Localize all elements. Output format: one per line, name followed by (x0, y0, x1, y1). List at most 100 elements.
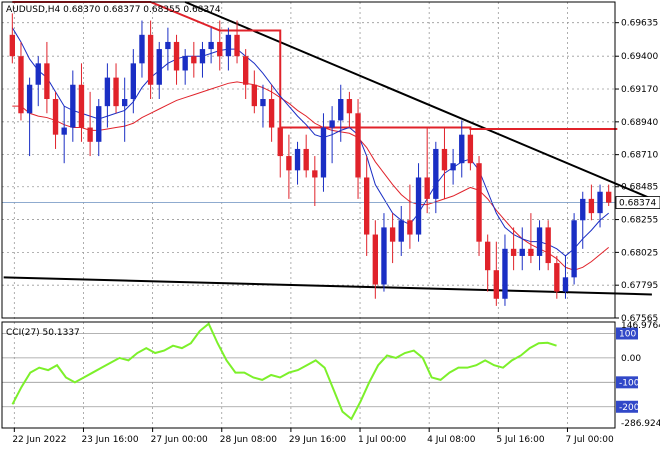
candle (251, 70, 258, 114)
candle (476, 156, 482, 256)
candle-body (165, 41, 171, 50)
candle-body (588, 198, 595, 214)
current-price-box (615, 196, 660, 209)
main-panel-lines (2, 1, 653, 296)
cci-level-label: 100 (619, 329, 636, 339)
candle (294, 141, 301, 185)
candle (372, 220, 379, 299)
candle (554, 255, 560, 299)
x-tick-label: 23 Jun 16:00 (81, 435, 138, 445)
candle-body (597, 191, 603, 214)
y-tick-label: 0.69170 (621, 85, 658, 95)
candle-body (113, 77, 119, 107)
candle-body (225, 34, 232, 57)
candle-body (571, 220, 577, 278)
candle-body (87, 127, 93, 142)
candle-body (130, 63, 137, 100)
y-tick-label: 0.68025 (621, 248, 658, 258)
candle-body (346, 99, 353, 114)
candle (441, 127, 448, 199)
candle-body (286, 156, 292, 171)
candle (588, 184, 595, 221)
candle-body (441, 148, 448, 171)
candle (9, 13, 16, 64)
candle-body (320, 127, 327, 178)
candle-body (303, 148, 309, 171)
candle-body (70, 84, 76, 128)
candle (217, 20, 223, 71)
candle-body (277, 127, 283, 157)
candle (182, 49, 188, 85)
candle-body (104, 77, 111, 107)
cci-axis-label: 146.9764 (621, 321, 660, 331)
candle-body (554, 263, 560, 292)
candle-body (35, 63, 41, 85)
candle (580, 191, 586, 249)
candle (312, 156, 318, 207)
candle (44, 41, 50, 114)
candle (562, 255, 569, 299)
candle-body (363, 177, 370, 235)
candle-body (545, 227, 551, 264)
cci-level-label: -200 (619, 403, 640, 413)
candle-body (372, 234, 379, 285)
candle-body (26, 84, 33, 114)
candle (156, 41, 162, 100)
candle (225, 27, 232, 71)
candle (407, 184, 413, 249)
trendline (3, 276, 652, 296)
candle (320, 113, 327, 192)
cci-line (11, 322, 557, 421)
candle (502, 234, 508, 306)
candle-body (502, 248, 508, 299)
candle-body (433, 148, 439, 199)
panel-frames (1, 1, 616, 429)
x-tick-label: 1 Jul 00:00 (358, 435, 407, 445)
candle (121, 77, 128, 142)
candle-body (234, 34, 240, 57)
candle (459, 120, 465, 178)
cci-level-box (616, 327, 638, 340)
candle (52, 91, 59, 149)
candle-body (208, 41, 214, 50)
candle (536, 220, 543, 271)
cci-level-box (616, 400, 638, 413)
candle (363, 156, 370, 256)
candle-body (52, 99, 59, 135)
candle (191, 41, 197, 78)
candle-body (355, 113, 361, 178)
candle-body (191, 56, 197, 64)
candle-body (121, 99, 128, 107)
candle-body (459, 134, 465, 164)
candle (70, 70, 76, 142)
candle (450, 148, 456, 185)
y-tick-label: 0.67565 (621, 314, 658, 324)
candle-body (467, 134, 474, 164)
candle-body (450, 163, 456, 171)
candle (528, 213, 534, 264)
y-tick-label: 0.67795 (621, 281, 658, 291)
y-tick-label: 0.69400 (621, 52, 658, 62)
y-tick-label: 0.69635 (621, 19, 658, 29)
candle-body (9, 34, 16, 57)
candle-body (536, 227, 543, 256)
candle-body (44, 63, 50, 100)
candle (26, 77, 33, 157)
candle (277, 113, 283, 178)
candle (104, 63, 111, 128)
candle (571, 213, 577, 285)
y-tick-label: 0.68940 (621, 118, 658, 128)
candle (18, 41, 24, 121)
candle-body (61, 127, 67, 135)
ema-slow-line (12, 81, 609, 271)
candle (208, 27, 214, 64)
candles (9, 13, 612, 306)
candle (286, 134, 292, 199)
candle-body (338, 99, 344, 121)
candle-body (268, 99, 275, 128)
cci-axis-label: -286.9243 (621, 419, 660, 429)
y-tick-label: 0.68255 (621, 216, 658, 226)
candle-body (18, 56, 24, 114)
candle-body (156, 49, 162, 85)
